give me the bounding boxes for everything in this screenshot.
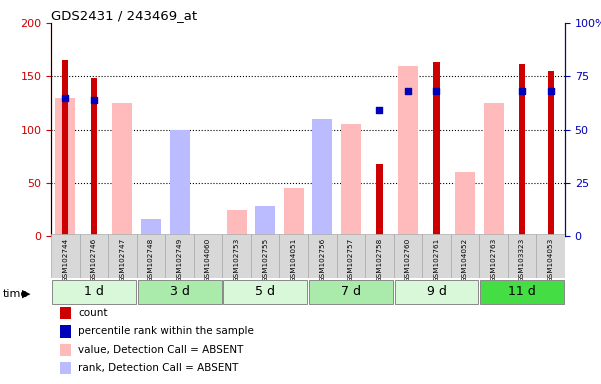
Bar — [519, 63, 525, 236]
Bar — [63, 60, 69, 236]
Bar — [508, 234, 536, 278]
Point — [517, 88, 527, 94]
Text: GSM103323: GSM103323 — [519, 238, 525, 282]
Text: GSM102755: GSM102755 — [262, 238, 268, 282]
Bar — [223, 280, 307, 304]
Text: 3 d: 3 d — [169, 285, 189, 298]
Text: GDS2431 / 243469_at: GDS2431 / 243469_at — [51, 9, 197, 22]
Text: GSM102756: GSM102756 — [319, 238, 325, 282]
Text: 9 d: 9 d — [427, 285, 447, 298]
Bar — [136, 234, 165, 278]
Bar — [51, 234, 79, 278]
Bar — [169, 129, 189, 236]
Text: GSM104060: GSM104060 — [205, 238, 211, 282]
Text: GSM102753: GSM102753 — [234, 238, 240, 282]
Text: GSM102763: GSM102763 — [490, 238, 496, 282]
Text: GSM102748: GSM102748 — [148, 238, 154, 282]
Bar — [112, 103, 132, 236]
Bar — [222, 234, 251, 278]
Bar — [91, 78, 97, 236]
Bar — [479, 234, 508, 278]
Text: GSM104053: GSM104053 — [548, 238, 554, 282]
Bar — [141, 219, 161, 236]
Bar — [376, 164, 382, 236]
Bar — [536, 234, 565, 278]
Point — [432, 88, 441, 94]
Bar — [313, 119, 332, 236]
Point — [546, 88, 555, 94]
Point — [374, 108, 384, 114]
Text: GSM102744: GSM102744 — [63, 238, 69, 282]
Bar — [79, 234, 108, 278]
Bar — [313, 119, 332, 236]
Bar — [433, 63, 439, 236]
Point — [403, 88, 413, 94]
Bar — [308, 234, 337, 278]
Bar — [484, 103, 504, 236]
Text: GSM104051: GSM104051 — [291, 238, 297, 282]
Bar — [108, 234, 136, 278]
Bar — [422, 234, 451, 278]
Text: percentile rank within the sample: percentile rank within the sample — [78, 326, 254, 336]
Text: GSM102749: GSM102749 — [177, 238, 183, 282]
Text: rank, Detection Call = ABSENT: rank, Detection Call = ABSENT — [78, 363, 239, 373]
Bar — [341, 124, 361, 236]
Bar — [138, 280, 222, 304]
Bar — [337, 234, 365, 278]
Bar — [394, 280, 478, 304]
Bar — [398, 66, 418, 236]
Bar — [251, 234, 279, 278]
Bar — [255, 206, 275, 236]
Point — [61, 94, 70, 101]
Text: 7 d: 7 d — [341, 285, 361, 298]
Bar — [548, 71, 554, 236]
Bar — [169, 129, 189, 236]
Text: GSM102760: GSM102760 — [405, 238, 411, 282]
Bar — [480, 280, 564, 304]
Text: GSM104052: GSM104052 — [462, 238, 468, 282]
Bar — [284, 188, 304, 236]
Text: ▶: ▶ — [22, 289, 31, 299]
Point — [89, 97, 99, 103]
Text: time: time — [3, 289, 28, 299]
Text: 5 d: 5 d — [255, 285, 275, 298]
Bar — [365, 234, 394, 278]
Bar — [194, 234, 222, 278]
Bar — [55, 98, 75, 236]
Text: GSM102747: GSM102747 — [120, 238, 126, 282]
Bar — [455, 172, 475, 236]
Text: GSM102761: GSM102761 — [433, 238, 439, 282]
Text: value, Detection Call = ABSENT: value, Detection Call = ABSENT — [78, 345, 243, 355]
Bar — [309, 280, 393, 304]
Text: GSM102757: GSM102757 — [348, 238, 354, 282]
Text: 1 d: 1 d — [84, 285, 104, 298]
Bar — [394, 234, 422, 278]
Text: 11 d: 11 d — [508, 285, 536, 298]
Bar — [52, 280, 136, 304]
Bar — [451, 234, 479, 278]
Text: count: count — [78, 308, 108, 318]
Text: GSM102758: GSM102758 — [376, 238, 382, 282]
Text: GSM102746: GSM102746 — [91, 238, 97, 282]
Bar — [279, 234, 308, 278]
Bar — [165, 234, 194, 278]
Bar — [227, 210, 246, 236]
Bar — [255, 222, 275, 236]
